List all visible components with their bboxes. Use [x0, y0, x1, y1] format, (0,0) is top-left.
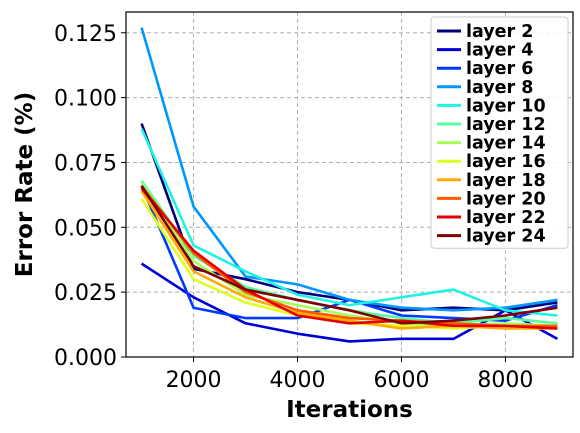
series-line-layer-24: [140, 185, 558, 325]
x-tick-label: 8000: [477, 368, 533, 393]
legend-entry: layer 10: [466, 96, 546, 116]
legend-entry: layer 4: [466, 41, 533, 61]
legend-entry: layer 24: [466, 227, 546, 247]
x-axis: 2000 4000 6000 8000: [166, 357, 533, 393]
y-tick-label: 0.075: [54, 151, 117, 176]
y-axis: 0.000 0.025 0.050 0.075 0.100 0.125: [54, 22, 126, 371]
legend-entry: layer 16: [466, 152, 546, 172]
series-line-layer-22: [140, 187, 558, 330]
x-axis-title: Iterations: [286, 397, 413, 423]
y-tick-label: 0.050: [54, 216, 117, 241]
legend-box: [430, 16, 569, 249]
legend-entry: layer 22: [466, 208, 546, 228]
series-line-layer-18: [140, 190, 558, 330]
y-tick-label: 0.100: [54, 87, 117, 112]
series-lines: [140, 27, 559, 343]
series-line-layer-10: [140, 128, 558, 317]
legend-entry: layer 14: [466, 134, 546, 154]
y-tick-label: 0.000: [54, 346, 117, 371]
legend-entry: layer 2: [466, 22, 533, 42]
y-axis-title: Error Rate (%): [12, 92, 38, 277]
y-tick-label: 0.125: [54, 22, 117, 47]
legend-entry: layer 6: [466, 59, 533, 79]
legend-entry: layer 12: [466, 115, 546, 135]
x-tick-label: 4000: [270, 368, 326, 393]
x-tick-label: 2000: [166, 368, 222, 393]
y-tick-label: 0.025: [54, 281, 117, 306]
series-line-layer-8: [140, 27, 558, 312]
legend-entry: layer 18: [466, 171, 546, 191]
legend-entry: layer 8: [466, 78, 533, 98]
plot-frame: [125, 11, 574, 358]
x-tick-label: 6000: [373, 368, 429, 393]
legend-entry: layer 20: [466, 189, 546, 209]
